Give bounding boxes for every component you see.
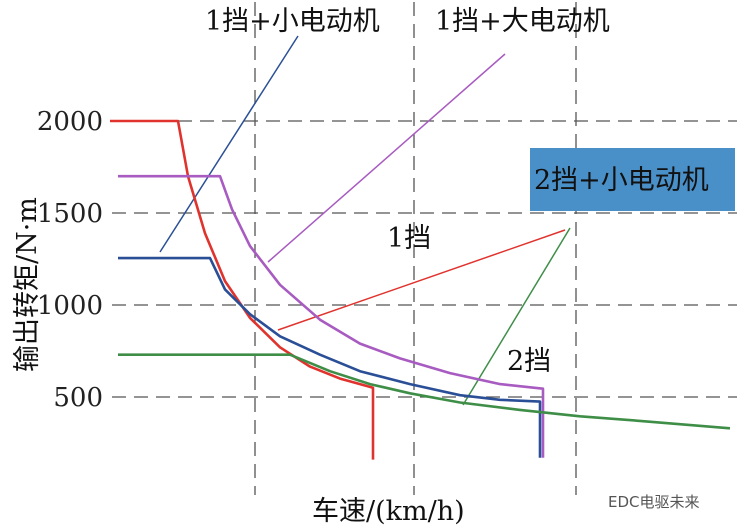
y-tick-label: 1500 xyxy=(37,199,103,229)
y-tick-labels: 2000 1500 1000 500 xyxy=(37,107,103,413)
series-green-line xyxy=(118,353,731,430)
series-lines xyxy=(110,119,731,460)
y-tick-label: 1000 xyxy=(37,291,103,321)
leader-2nd-gear xyxy=(462,227,571,406)
leader-1st-gear xyxy=(277,229,566,331)
y-axis-title: 输出转矩/N·m xyxy=(12,197,43,372)
series-purple-line xyxy=(118,174,545,458)
annotation-1st-gear: 1挡 xyxy=(387,223,431,254)
x-axis-title: 车速/(km/h) xyxy=(312,496,465,527)
y-tick-label: 500 xyxy=(53,383,103,413)
y-tick-label: 2000 xyxy=(37,107,103,137)
annotation-leader-lines xyxy=(159,35,571,406)
leader-1st-gear-large-motor xyxy=(267,53,506,263)
watermark: EDC电驱未来 xyxy=(608,493,700,511)
annotation-box-2nd-gear-small-motor xyxy=(530,148,735,211)
annotation-2nd-gear-small-motor: 2挡+小电动机 xyxy=(534,165,709,196)
series-red-line xyxy=(110,119,375,460)
series-blue-line xyxy=(118,256,542,458)
annotation-2nd-gear: 2挡 xyxy=(507,346,551,377)
leader-1st-gear-small-motor xyxy=(159,35,299,253)
annotation-1st-gear-small-motor: 1挡+小电动机 xyxy=(205,6,380,37)
annotation-1st-gear-large-motor: 1挡+大电动机 xyxy=(435,6,610,37)
